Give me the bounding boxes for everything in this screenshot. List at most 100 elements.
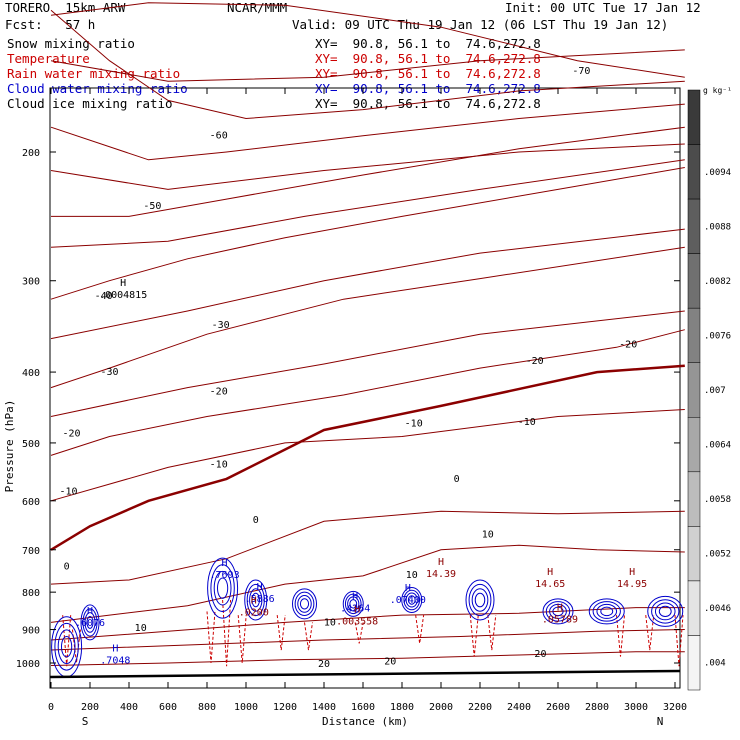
x-axis-right-label: N	[657, 715, 664, 728]
colorbar-swatch	[687, 471, 701, 527]
cloud-water-contour	[294, 591, 315, 617]
isotherm	[50, 409, 685, 502]
extremum-marker: H	[629, 567, 635, 578]
colorbar-swatch	[687, 144, 701, 200]
rain-contour	[304, 622, 313, 651]
isotherm-label: -70	[572, 66, 590, 77]
colorbar-label: .0058	[704, 495, 731, 505]
extremum-value: .7048	[100, 655, 130, 666]
isotherm-label: 0	[454, 474, 460, 485]
extremum-value: 14.65	[535, 579, 565, 590]
cloud-water-contour	[401, 586, 423, 613]
isotherm-label: -10	[60, 487, 78, 498]
y-tick-label: 700	[22, 546, 40, 557]
extremum-marker: H	[557, 603, 563, 614]
colorbar-swatch	[687, 89, 701, 145]
colorbar-label: .0082	[704, 277, 731, 287]
cloud-water-contour	[552, 606, 564, 617]
isotherm	[50, 310, 685, 417]
colorbar-swatch	[687, 253, 701, 309]
rain-contour	[674, 615, 684, 667]
init-time: Init: 00 UTC Tue 17 Jan 12	[505, 0, 701, 15]
extremum-marker: H	[222, 558, 228, 569]
field-rain-xy: XY= 90.8, 56.1 to 74.6,272.8	[315, 66, 541, 81]
cloud-water-contour	[403, 589, 421, 611]
cloud-water-contour	[592, 601, 621, 622]
isotherm	[50, 103, 685, 161]
cloud-water-contour	[251, 592, 260, 608]
x-tick-label: 3200	[663, 702, 687, 713]
model-title: TORERO 15km ARW	[5, 0, 126, 15]
isotherm-label: -60	[210, 131, 228, 142]
colorbar-swatch	[687, 362, 701, 418]
y-tick-label: 500	[22, 439, 40, 450]
colorbar-label: .0046	[704, 604, 731, 614]
cloud-water-contour	[405, 592, 418, 608]
cloud-water-contour	[82, 608, 98, 637]
extremum-value: .4264	[340, 604, 370, 615]
cloud-water-contour	[57, 629, 76, 665]
isotherm-label: 10	[135, 623, 147, 634]
extremum-marker: H	[547, 567, 553, 578]
isotherm-label: -30	[100, 367, 118, 378]
isotherm	[50, 364, 685, 551]
temperature-contours	[50, 2, 685, 666]
extremum-marker: H	[405, 583, 411, 594]
field-temperature-label: Temperature	[7, 51, 90, 66]
cloud-water-contour	[542, 598, 574, 625]
cloud-water-contour	[299, 598, 310, 610]
isotherm-label: -30	[212, 320, 230, 331]
x-tick-label: 3000	[624, 702, 648, 713]
y-tick-label: 1000	[16, 659, 40, 670]
extremum-marker: H	[87, 606, 93, 617]
cloud-water-contour	[347, 596, 360, 612]
cloud-water-contour	[545, 601, 571, 622]
cloud-water-contour	[292, 588, 317, 620]
extremum-value: 14.39	[426, 569, 456, 580]
rain-contour	[206, 611, 216, 664]
x-tick-label: 800	[198, 702, 216, 713]
rain-contour	[222, 599, 232, 667]
isotherm-label: -10	[210, 459, 228, 470]
isotherm	[50, 544, 685, 623]
extremum-value: .0004815	[99, 290, 147, 301]
isotherm-label: -10	[518, 417, 536, 428]
x-tick-label: 2200	[468, 702, 492, 713]
x-tick-label: 600	[159, 702, 177, 713]
extremum-marker: H	[120, 278, 126, 289]
extremum-value: .7693	[209, 570, 239, 581]
extremum-value: .0200	[239, 607, 269, 618]
cloud-water-contour	[244, 579, 268, 621]
isotherm-label: 10	[324, 617, 336, 628]
isotherm-label: -50	[143, 201, 161, 212]
cloud-water-contour	[549, 603, 567, 619]
x-tick-label: 1200	[273, 702, 297, 713]
cloud-water-contour	[651, 599, 680, 624]
cloud-water-contour	[61, 636, 73, 658]
x-tick-label: 400	[120, 702, 138, 713]
isotherm	[50, 228, 685, 340]
isotherm-label: -40	[95, 291, 113, 302]
isotherm-label: 10	[482, 529, 494, 540]
isotherm	[50, 607, 685, 641]
y-tick-label: 300	[22, 277, 40, 288]
field-temperature-xy: XY= 90.8, 56.1 to 74.6,272.8	[315, 51, 541, 66]
cloud-water-contour	[297, 594, 312, 613]
cloud-water-contour	[654, 602, 676, 621]
rain-contour	[616, 615, 625, 657]
cloud-water-contour	[344, 593, 362, 615]
y-tick-label: 900	[22, 626, 40, 637]
extremum-value: .05789	[542, 615, 578, 626]
isotherm	[50, 9, 685, 120]
extremum-marker: H	[352, 592, 358, 603]
plot-area: -70 -60 -50 -40 -30 -30 -20 -20 -20 -20 -10 -10 -10 -…	[49, 2, 685, 689]
isotherm	[50, 246, 685, 389]
terrain-line	[49, 669, 681, 679]
isotherm-label: -20	[62, 428, 80, 439]
isotherm	[50, 329, 685, 456]
forecast-hour: Fcst: 57 h	[5, 17, 96, 32]
cloud-water-contour	[54, 622, 79, 671]
x-tick-label: 1000	[234, 702, 258, 713]
colorbar-swatch	[687, 635, 701, 691]
rain-contour	[237, 615, 247, 664]
